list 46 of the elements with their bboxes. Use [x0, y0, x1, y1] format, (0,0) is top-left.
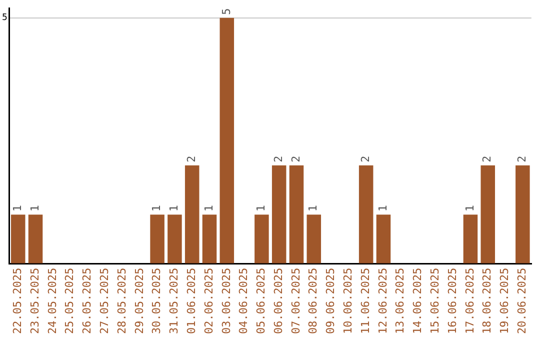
data-label: 1 — [376, 204, 390, 212]
x-tick-label: 07.06.2025 — [289, 268, 302, 334]
data-label: 1 — [202, 204, 216, 212]
x-tick-label: 28.05.2025 — [115, 268, 128, 334]
x-tick-label: 26.05.2025 — [80, 268, 94, 334]
x-tick-label: 27.05.2025 — [98, 268, 111, 334]
x-tick-label: 24.05.2025 — [46, 268, 59, 334]
x-tick-label: 31.05.2025 — [168, 268, 181, 334]
x-tick-label: 20.06.2025 — [516, 268, 529, 334]
data-label: 2 — [289, 156, 302, 162]
x-tick-label: 11.06.2025 — [358, 268, 372, 334]
x-tick-label: 25.05.2025 — [63, 268, 76, 334]
x-tick-label: 16.06.2025 — [446, 268, 459, 334]
x-tick-label: 22.05.2025 — [10, 268, 24, 334]
x-tick-label: 02.06.2025 — [202, 268, 216, 334]
data-label: 2 — [184, 156, 198, 162]
x-tick-label: 30.05.2025 — [150, 268, 164, 334]
x-tick-label: 15.06.2025 — [428, 268, 442, 334]
x-tick-label: 29.05.2025 — [132, 268, 146, 334]
data-label: 2 — [358, 156, 372, 162]
x-tick-label: 08.06.2025 — [306, 268, 320, 334]
data-label: 1 — [168, 204, 181, 212]
data-label: 1 — [254, 204, 268, 212]
data-label: 1 — [150, 204, 164, 212]
x-tick-label: 23.05.2025 — [28, 268, 42, 334]
x-tick-label: 09.06.2025 — [324, 268, 338, 334]
data-label: 1 — [463, 204, 476, 212]
data-label: 1 — [10, 204, 24, 212]
data-label: 2 — [272, 156, 285, 162]
x-tick-label: 03.06.2025 — [220, 268, 233, 334]
x-tick-label: 18.06.2025 — [480, 268, 494, 334]
data-label: 2 — [516, 156, 529, 162]
data-label: 5 — [220, 8, 233, 15]
x-tick-label: 17.06.2025 — [463, 268, 476, 334]
x-tick-label: 06.06.2025 — [272, 268, 285, 334]
data-label: 2 — [480, 156, 494, 162]
data-label: 1 — [28, 204, 42, 212]
x-tick-label: 05.06.2025 — [254, 268, 268, 334]
data-label: 1 — [306, 204, 320, 212]
x-tick-label: 01.06.2025 — [184, 268, 198, 334]
x-tick-label: 04.06.2025 — [237, 268, 250, 334]
x-tick-label: 13.06.2025 — [394, 268, 407, 334]
x-tick-label: 19.06.2025 — [498, 268, 512, 334]
x-tick-label: 10.06.2025 — [342, 268, 355, 334]
x-tick-label: 14.06.2025 — [411, 268, 424, 334]
x-tick-label: 12.06.2025 — [376, 268, 390, 334]
